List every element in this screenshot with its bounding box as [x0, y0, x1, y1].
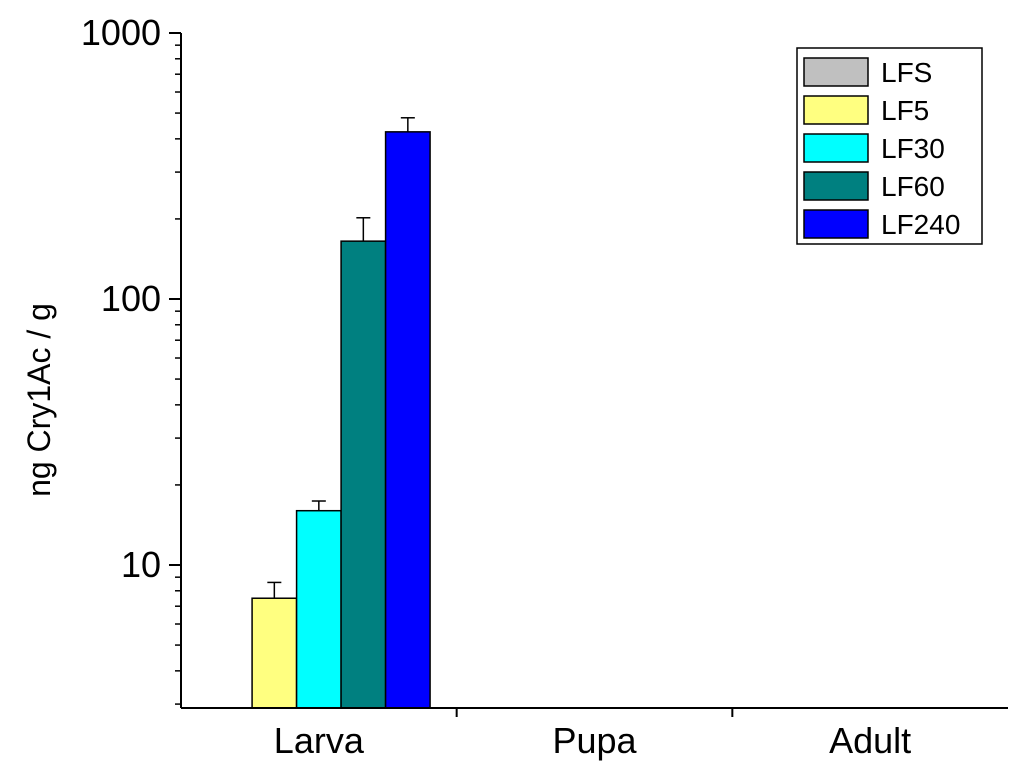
- bar-lf30: [295, 509, 342, 709]
- x-ticks: Larva Pupa Adult: [274, 708, 911, 761]
- error-bars-layer: [267, 117, 415, 599]
- x-tick-label: Larva: [274, 720, 365, 761]
- legend: LFS LF5 LF30 LF60 LF240: [796, 47, 983, 245]
- legend-swatch-lf5: [803, 95, 869, 125]
- legend-label-lfs: LFS: [881, 57, 932, 88]
- y-tick-label: 10: [121, 544, 161, 585]
- y-axis-label: ng Cry1Ac / g: [21, 303, 57, 497]
- bar-lf60: [340, 240, 387, 709]
- bar-lf5: [251, 597, 298, 709]
- bars-layer: [251, 131, 431, 709]
- axes-layer: [180, 33, 1008, 709]
- legend-label-lf60: LF60: [881, 171, 945, 202]
- y-tick-label: 1000: [81, 12, 161, 53]
- legend-label-lf240: LF240: [881, 209, 960, 240]
- x-tick-label: Adult: [829, 720, 911, 761]
- y-tick-label: 100: [101, 278, 161, 319]
- legend-swatch-lf60: [803, 171, 869, 201]
- legend-items: LFS LF5 LF30 LF60 LF240: [803, 57, 960, 240]
- legend-label-lf5: LF5: [881, 95, 929, 126]
- legend-swatch-lf30: [803, 133, 869, 163]
- legend-label-lf30: LF30: [881, 133, 945, 164]
- legend-swatch-lf240: [803, 209, 869, 239]
- y-ticks: 10 100 1000: [81, 12, 181, 705]
- bar-lf240: [384, 131, 431, 709]
- legend-swatch-lfs: [803, 57, 869, 87]
- x-tick-label: Pupa: [552, 720, 637, 761]
